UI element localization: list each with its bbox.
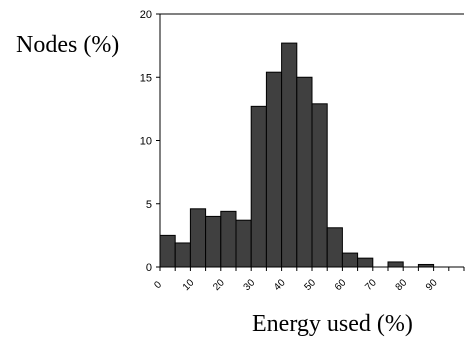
x-tick-label: 50: [302, 277, 318, 293]
x-tick-label: 30: [242, 277, 258, 293]
y-axis-label: Nodes (%): [16, 32, 120, 58]
histogram-bar: [189, 208, 207, 268]
x-tick-label: 0: [152, 279, 164, 291]
y-tick-label: 5: [146, 199, 152, 211]
x-tick-label: 70: [363, 277, 379, 293]
histogram-bar: [159, 234, 176, 268]
x-tick-label: 60: [333, 277, 349, 293]
y-ticks-group: 0 5 10 15 20: [140, 9, 160, 274]
histogram-bar: [341, 252, 359, 268]
x-axis-label: Energy used (%): [252, 311, 413, 337]
histogram-bar: [296, 76, 313, 268]
histogram-bar: [250, 105, 267, 268]
y-tick-label: 0: [146, 262, 152, 274]
y-tick-label: 15: [140, 72, 152, 84]
histogram-bar: [220, 210, 237, 268]
x-tick-label: 20: [211, 277, 227, 293]
y-tick-label: 20: [140, 9, 152, 21]
histogram-bar: [311, 103, 328, 268]
x-tick-label: 80: [394, 277, 410, 293]
histogram-bar: [357, 257, 374, 268]
histogram-bar: [205, 215, 222, 268]
x-tick-label: 90: [424, 277, 440, 293]
y-tick-label: 10: [140, 136, 152, 148]
x-tick-label: 40: [272, 277, 288, 293]
histogram-bar: [235, 219, 252, 268]
histogram-bar: [281, 42, 298, 268]
bars-group: [159, 42, 435, 268]
histogram-bar: [387, 261, 404, 268]
histogram-bar: [326, 227, 343, 268]
x-ticks-group: 0 10 20 30 40 50 60 70 80 90: [152, 267, 465, 293]
histogram-bar: [174, 242, 191, 268]
x-tick-label: 10: [181, 277, 197, 293]
histogram-bar: [265, 71, 283, 268]
